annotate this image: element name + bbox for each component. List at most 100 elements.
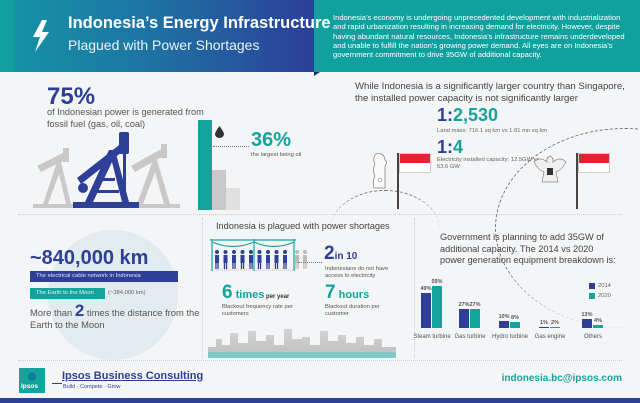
bar — [550, 326, 560, 328]
category-label: Hydro turbine — [491, 334, 529, 340]
fossil-fuel-percent: 75% — [47, 83, 96, 110]
bar — [459, 308, 469, 328]
legend-item-2020: 2020 — [589, 293, 611, 299]
bar-2014: 27% — [459, 302, 470, 328]
shortages-heading: Indonesia is plagued with power shortage… — [216, 221, 390, 231]
fuel-mix-bars — [198, 120, 240, 210]
bar-value-label: 27% — [469, 301, 481, 308]
indonesia-flag — [578, 153, 610, 173]
bar-value-label: 49% — [420, 285, 432, 292]
singapore-flag — [399, 153, 431, 173]
bar-group: 10% 8% — [499, 314, 521, 328]
column-divider — [414, 218, 415, 358]
bar-group: 49% 59% — [421, 279, 443, 328]
company-name: Ipsos Business Consulting — [62, 370, 204, 382]
bar — [593, 325, 603, 328]
merlion-icon — [372, 153, 387, 189]
header-banner: Indonesia’s Energy Infrastructure Plague… — [0, 0, 640, 76]
no-access-unit: in 10 — [334, 251, 358, 262]
logo-mark — [28, 372, 36, 381]
bar-2020: 2% — [550, 320, 560, 328]
page-subtitle: Plagued with Power Shortages — [68, 37, 260, 53]
oil-drop-icon — [215, 126, 224, 138]
bar-value-label: 59% — [431, 278, 443, 285]
land-mass-description: Land mass: 716.1 sq km vs 1.81 mn sq km — [437, 128, 548, 134]
cable-network-bar: The electrical cable network in Indonesi… — [30, 271, 178, 282]
bar-2014: 49% — [421, 286, 432, 328]
no-access-description: Indonesians do not have access to electr… — [325, 266, 389, 279]
category-label: Gas engine — [534, 334, 566, 340]
bar-value-label: 8% — [511, 315, 519, 322]
bar-2020: 8% — [510, 315, 520, 328]
dotted-connector — [298, 262, 322, 263]
bar — [432, 285, 442, 328]
garuda-emblem-icon — [533, 155, 567, 183]
bar-2020: 27% — [470, 302, 481, 328]
brand-underline — [52, 383, 62, 384]
no-access-number: 2 — [324, 243, 335, 264]
people-power-line-icon — [210, 239, 307, 271]
logo-text: Ipsos — [21, 383, 38, 390]
category-label: Others — [583, 334, 603, 340]
blackout-frequency-suffix: per year — [264, 294, 290, 300]
blackout-duration-stat: 7 hours — [325, 282, 369, 304]
oil-description: the largest being oil — [251, 152, 302, 158]
legend-item-2014: 2014 — [589, 283, 611, 289]
flag-red-stripe — [579, 154, 609, 163]
blackout-frequency-description: Blackout frequency rate per customers — [222, 304, 293, 317]
more-prefix: More than — [30, 307, 75, 318]
power-capacity-description: Electricity installed capacity: 12.5GW v… — [437, 157, 540, 170]
dotted-connector — [213, 146, 249, 147]
bar-value-label: 1% — [540, 319, 548, 326]
earth-moon-bar: The Earth to the Moon — [30, 288, 105, 299]
blackout-duration-description: Blackout duration per customer — [325, 304, 380, 317]
singapore-flagpole — [397, 153, 399, 209]
legend-label: 2020 — [598, 293, 611, 299]
ratio-left: 1: — [437, 137, 454, 157]
earth-moon-distance: (~384,000 km) — [108, 290, 146, 296]
blackout-duration-number: 7 — [325, 282, 336, 303]
more-suffix: times the distance from the Earth to the… — [30, 307, 200, 330]
intro-paragraph: Indonesia’s economy is undergoing unprec… — [333, 13, 625, 60]
lightning-bolt-icon — [33, 20, 49, 52]
bar-2014: 13% — [582, 312, 593, 328]
ipsos-logo: Ipsos — [19, 368, 45, 393]
bar — [470, 308, 480, 328]
bar-2014: 1% — [539, 320, 549, 328]
ratio-right: 4 — [453, 137, 464, 157]
bar-2020: 59% — [432, 279, 443, 328]
flag-red-stripe — [400, 154, 430, 163]
legend-swatch — [589, 293, 595, 299]
contact-email-link[interactable]: indonesia.bc@ipsos.com — [501, 373, 622, 384]
blackout-frequency-number: 6 — [222, 282, 233, 303]
company-tagline: Build · Compete · Grow — [63, 384, 121, 390]
no-access-stat: 2in 10 — [324, 243, 357, 265]
bar — [499, 320, 509, 328]
indonesia-flagpole — [576, 153, 578, 209]
city-skyline-illustration — [208, 329, 396, 358]
footer-bar — [0, 398, 640, 403]
ratio-right: 2,530 — [453, 105, 499, 125]
blackout-frequency-stat: 6 times per year — [222, 282, 289, 304]
bar-2014: 10% — [499, 314, 510, 328]
power-capacity-ratio: 1:4 — [437, 137, 463, 158]
bar-value-label: 13% — [581, 311, 593, 318]
blackout-frequency-unit: times — [232, 289, 265, 301]
ratio-left: 1: — [437, 105, 454, 125]
bar-value-label: 4% — [594, 318, 602, 325]
more-number: 2 — [74, 301, 85, 320]
bar — [582, 318, 592, 328]
comparison-heading: While Indonesia is a significantly large… — [355, 81, 625, 104]
land-mass-ratio: 1:2,530 — [437, 105, 498, 126]
page-title: Indonesia’s Energy Infrastructure — [68, 14, 331, 32]
bar — [539, 326, 549, 328]
bar-value-label: 10% — [498, 313, 510, 320]
cable-distance: ~840,000 km — [30, 247, 149, 269]
capacity-heading: Government is planning to add 35GW of ad… — [440, 232, 616, 265]
equipment-bar-chart: 49% 59% Steam turbine 27% 27% Gas turbine 10% 8… — [410, 279, 625, 340]
legend-swatch — [589, 283, 595, 289]
bar-group: 27% 27% — [459, 302, 481, 328]
chart-legend: 2014 2020 — [589, 283, 611, 303]
oil-pumpjack-icon — [33, 132, 180, 208]
bar-group: 13% 4% — [582, 312, 604, 328]
